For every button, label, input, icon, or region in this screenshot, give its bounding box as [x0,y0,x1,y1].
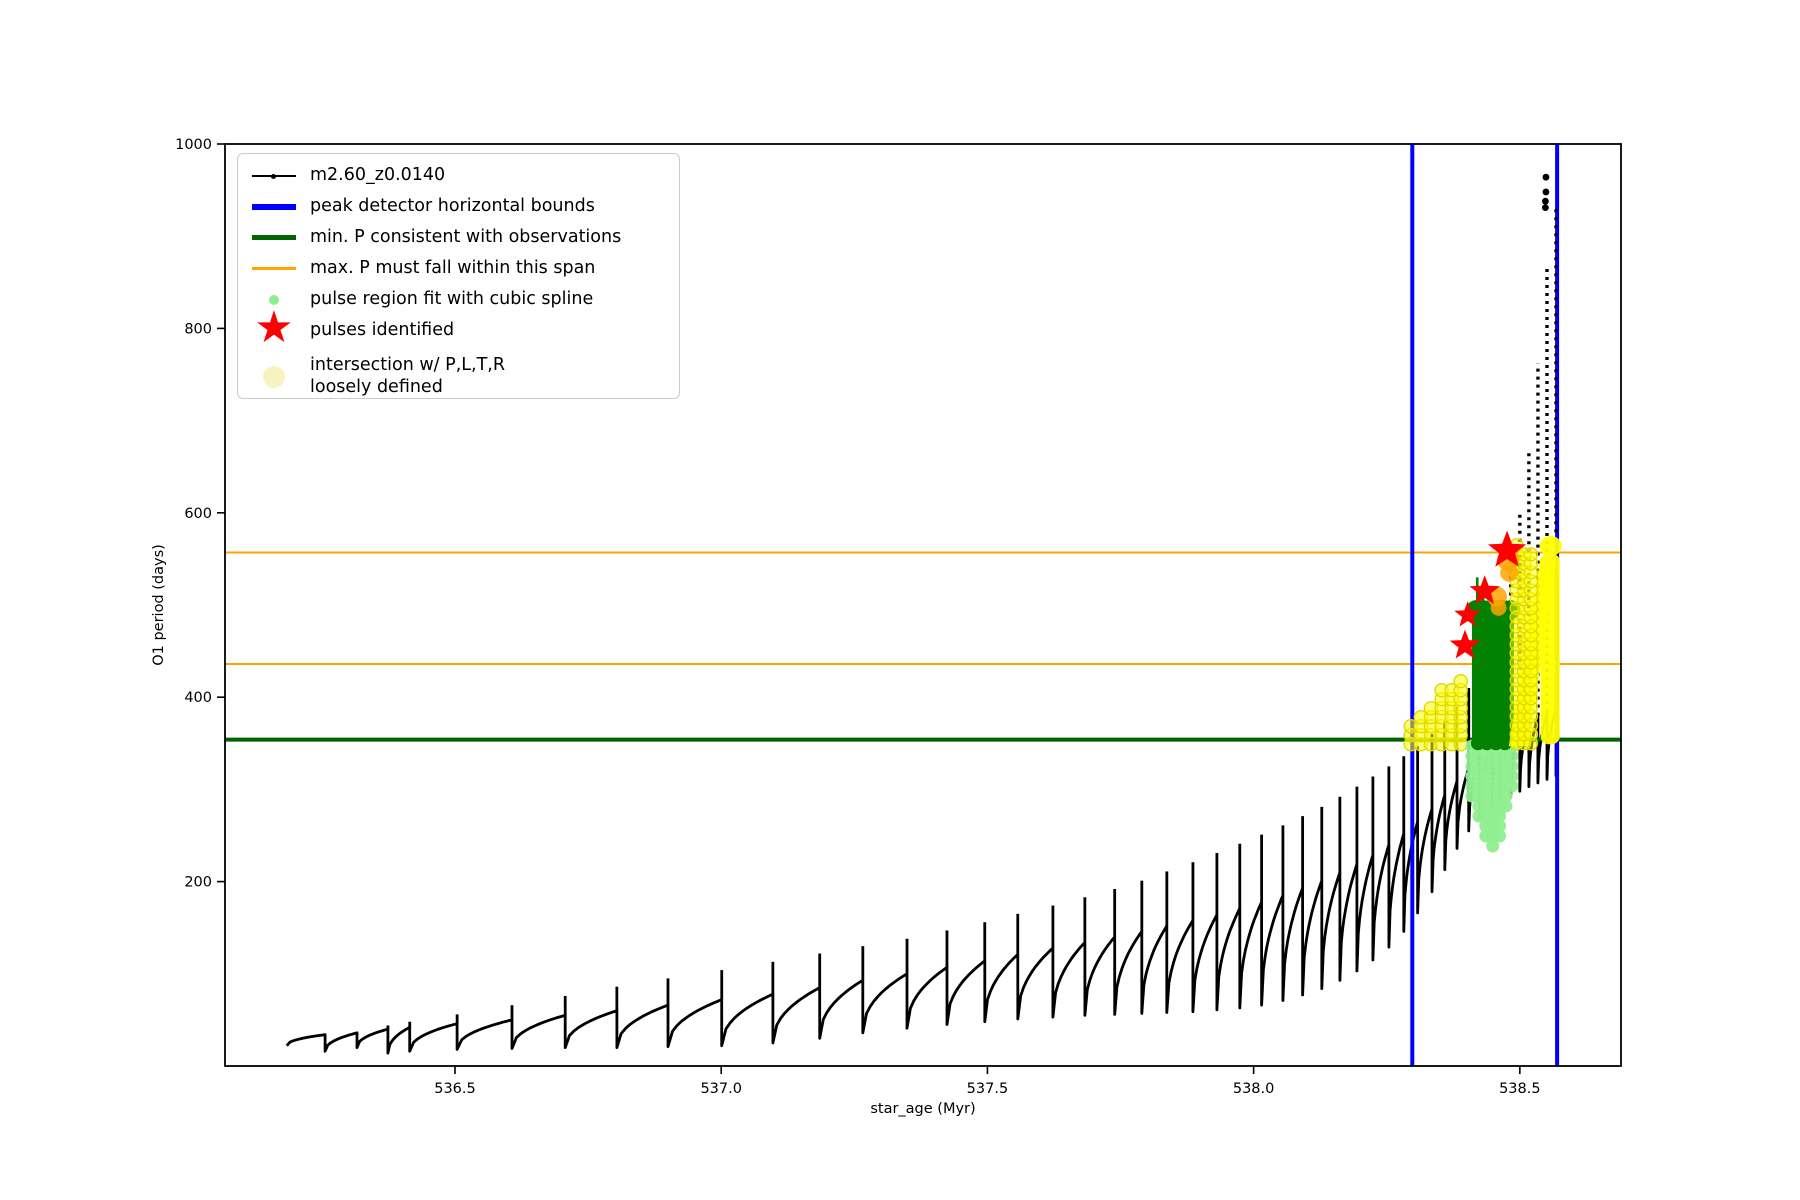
x-axis-label: star_age (Myr) [870,1101,975,1117]
axes: star_age (Myr) O1 period (days) [151,143,1622,1117]
x-tick-label: 537.0 [700,1081,742,1097]
y-tick-label: 600 [184,506,212,522]
blue-line-icon [251,203,297,210]
y-tick-label: 400 [184,690,212,706]
series-line [285,706,1558,1055]
identified-pulse-stars [1449,530,1527,659]
peak-data-point [1542,173,1550,181]
legend-row-max-p: max. P must fall within this span [251,253,679,284]
x-tick-label: 537.5 [967,1081,1009,1097]
orange-line-icon [251,267,297,270]
series-line-icon [251,173,297,179]
pulse-star-marker [1454,601,1481,627]
pulse-region-scatter [1465,739,1519,853]
legend-label: intersection w/ P,L,T,R loosely defined [310,355,505,397]
legend-row-peak-bounds: peak detector horizontal bounds [251,191,679,222]
x-tick-label: 538.5 [1499,1081,1541,1097]
y-tick-label: 1000 [175,137,212,153]
y-tick-label: 200 [184,875,212,891]
legend-label: pulse region fit with cubic spline [310,288,594,309]
y-tick-label: 800 [184,321,212,337]
legend-label: m2.60_z0.0140 [310,164,446,185]
pulse-star-marker [1469,575,1500,605]
pulse-star-marker [1449,629,1481,659]
peak-data-point [1542,188,1550,196]
x-tick-label: 536.5 [434,1081,476,1097]
legend-label: pulses identified [310,319,455,340]
legend-row-min-p: min. P consistent with observations [251,222,679,253]
legend-label: min. P consistent with observations [310,226,622,247]
green-line-icon [251,235,297,240]
legend-row-intersection: intersection w/ P,L,T,R loosely defined [251,346,679,408]
red-star-icon: ★ [254,301,294,353]
legend-label: peak detector horizontal bounds [310,195,595,216]
legend-row-series: m2.60_z0.0140 [251,160,679,191]
legend: m2.60_z0.0140 peak detector horizontal b… [237,153,680,399]
y-axis-label: O1 period (days) [151,544,167,666]
peak-data-point [1541,204,1549,212]
y-axis-ticks: 200 400 600 800 1000 [175,137,225,891]
legend-label: max. P must fall within this span [310,257,596,278]
lightgreen-dot-icon [251,294,297,305]
x-axis-ticks: 536.5 537.0 537.5 538.0 538.5 [434,1066,1541,1097]
legend-row-pulse-region: pulse region fit with cubic spline [251,284,679,315]
legend-row-pulses: ★ pulses identified [251,301,679,353]
x-tick-label: 538.0 [1233,1081,1275,1097]
peak-data-point [1541,197,1549,205]
intersection-scatter-left [1403,674,1468,752]
intersection-scatter-right [1508,535,1562,751]
yellow-dot-icon [251,366,297,388]
pulse-star-marker [1488,530,1527,567]
